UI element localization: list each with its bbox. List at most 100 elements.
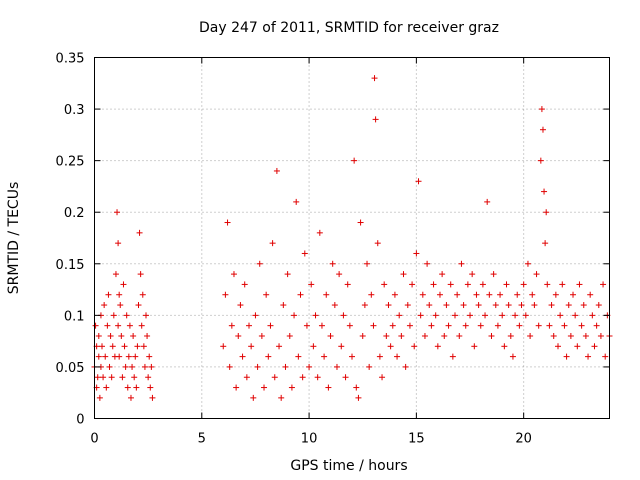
data-point	[316, 229, 323, 236]
data-point	[120, 281, 127, 288]
data-point	[589, 312, 596, 319]
data-point	[103, 384, 110, 391]
data-point	[340, 312, 347, 319]
data-point	[492, 302, 499, 309]
data-point	[271, 374, 278, 381]
data-point	[443, 302, 450, 309]
data-point	[398, 332, 405, 339]
data-point	[546, 322, 553, 329]
plot-frame	[94, 57, 610, 419]
data-point	[293, 198, 300, 205]
data-point	[387, 343, 394, 350]
data-point	[139, 291, 146, 298]
data-point	[524, 260, 531, 267]
data-point	[561, 322, 568, 329]
data-point	[327, 332, 334, 339]
data-point	[374, 240, 381, 247]
data-point	[544, 281, 551, 288]
data-point	[148, 363, 155, 370]
data-point	[228, 322, 235, 329]
data-point	[329, 260, 336, 267]
data-point	[131, 374, 138, 381]
data-point	[269, 240, 276, 247]
data-point	[291, 312, 298, 319]
data-point	[507, 332, 514, 339]
data-point	[280, 302, 287, 309]
data-point	[106, 363, 113, 370]
data-point	[454, 291, 461, 298]
data-point	[318, 322, 325, 329]
data-point	[430, 281, 437, 288]
data-point	[346, 322, 353, 329]
data-point	[428, 322, 435, 329]
data-point	[325, 384, 332, 391]
data-point	[133, 384, 140, 391]
data-point	[541, 188, 548, 195]
y-tick-label: 0.25	[56, 155, 85, 170]
y-tick-label: 0.2	[64, 206, 85, 221]
data-point	[529, 291, 536, 298]
data-point	[578, 322, 585, 329]
data-point	[381, 281, 388, 288]
data-point	[122, 363, 129, 370]
data-point	[473, 291, 480, 298]
data-point	[417, 312, 424, 319]
data-point	[233, 384, 240, 391]
data-point	[105, 291, 112, 298]
x-tick-label: 5	[198, 432, 206, 447]
data-point	[439, 271, 446, 278]
data-point	[371, 75, 378, 82]
data-point	[331, 302, 338, 309]
data-point	[237, 302, 244, 309]
chart-title: Day 247 of 2011, SRMTID for receiver gra…	[199, 20, 499, 36]
data-point	[273, 167, 280, 174]
data-point	[116, 353, 123, 360]
data-point	[306, 363, 313, 370]
data-point	[110, 312, 117, 319]
data-point	[436, 291, 443, 298]
data-point	[372, 116, 379, 123]
data-point	[323, 291, 330, 298]
x-axis: 0 5 10 15 20	[90, 57, 532, 447]
data-point	[497, 291, 504, 298]
data-point	[462, 322, 469, 329]
data-point	[424, 260, 431, 267]
data-point	[132, 353, 139, 360]
data-point	[117, 302, 124, 309]
data-point	[370, 322, 377, 329]
data-point	[143, 312, 149, 319]
data-point	[243, 374, 250, 381]
data-point	[550, 332, 557, 339]
data-point	[486, 291, 493, 298]
data-point	[101, 302, 108, 309]
data-point	[235, 332, 242, 339]
data-point	[284, 271, 291, 278]
data-point	[505, 302, 512, 309]
data-point	[96, 394, 103, 401]
data-point	[137, 271, 144, 278]
data-point	[248, 343, 255, 350]
data-point	[336, 271, 343, 278]
data-point	[376, 353, 383, 360]
data-point	[499, 312, 506, 319]
data-point	[570, 291, 577, 298]
data-point	[140, 343, 147, 350]
data-point	[321, 353, 328, 360]
data-point	[129, 363, 136, 370]
data-point	[263, 291, 270, 298]
data-point	[458, 260, 465, 267]
data-point	[582, 332, 589, 339]
data-point	[434, 343, 441, 350]
data-point	[535, 322, 542, 329]
data-point	[353, 384, 360, 391]
y-axis: 0 0.05 0.1 0.15 0.2 0.25 0.3 0.35	[56, 52, 610, 428]
data-point	[591, 343, 598, 350]
data-point	[484, 198, 491, 205]
y-tick-label: 0.1	[64, 309, 85, 324]
data-point	[359, 332, 366, 339]
data-point	[222, 291, 229, 298]
data-point	[520, 281, 527, 288]
data-point	[368, 291, 375, 298]
data-point	[102, 353, 109, 360]
data-point	[224, 219, 231, 226]
